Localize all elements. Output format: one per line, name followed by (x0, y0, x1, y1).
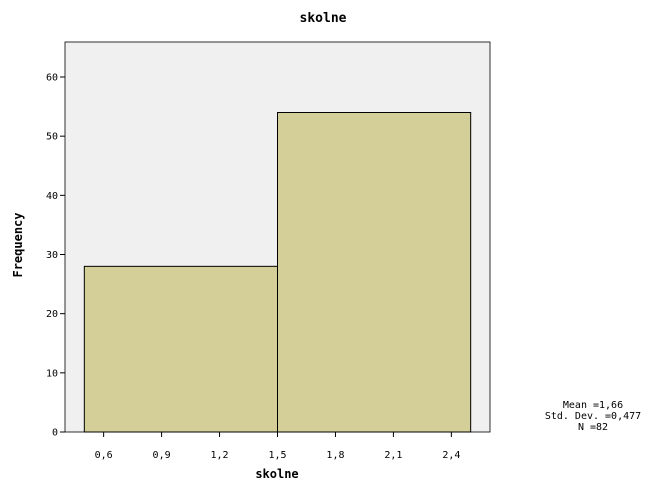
x-tick-label: 0,6 (95, 450, 113, 461)
y-tick-label: 50 (46, 132, 58, 143)
x-axis-label: skolne (255, 467, 298, 481)
histogram-bar (277, 112, 472, 433)
y-axis-label: Frequency (11, 212, 25, 277)
chart-title: skolne (300, 11, 347, 26)
bars-layer (83, 112, 472, 433)
stat-std-dev: Std. Dev. =0,477 (544, 411, 642, 422)
x-tick-label: 1,2 (211, 450, 229, 461)
y-tick-label: 40 (46, 191, 58, 202)
summary-statistics: Mean =1,66 Std. Dev. =0,477 N =82 (538, 400, 647, 433)
x-tick-label: 2,1 (384, 450, 402, 461)
x-tick-label: 1,5 (268, 450, 286, 461)
x-axis: 0,6 0,9 1,2 1,5 1,8 2,1 2,4 (95, 432, 460, 461)
y-axis: 0 10 20 30 40 50 60 (46, 73, 65, 439)
y-tick-label: 30 (46, 250, 58, 261)
histogram-bar (83, 265, 279, 433)
x-tick-label: 0,9 (153, 450, 171, 461)
y-tick-label: 0 (52, 428, 58, 439)
x-tick-label: 2,4 (442, 450, 460, 461)
y-tick-label: 60 (46, 73, 58, 84)
stat-mean: Mean =1,66 (562, 400, 624, 411)
y-tick-label: 10 (46, 368, 58, 379)
stat-n: N =82 (577, 422, 609, 433)
x-tick-label: 1,8 (326, 450, 344, 461)
y-tick-label: 20 (46, 309, 58, 320)
